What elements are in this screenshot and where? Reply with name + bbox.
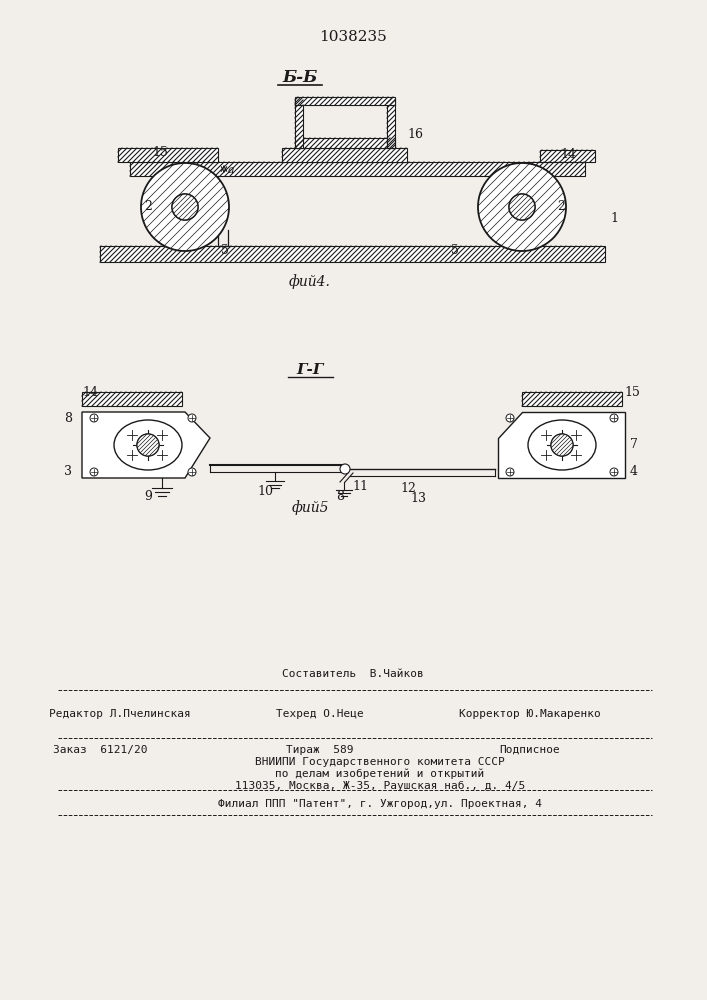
Text: 1: 1: [610, 212, 618, 225]
Ellipse shape: [114, 420, 182, 470]
Text: Редактор Л.Пчелинская: Редактор Л.Пчелинская: [49, 709, 191, 719]
Text: 11: 11: [352, 480, 368, 493]
Text: 14: 14: [560, 148, 576, 161]
Circle shape: [137, 434, 159, 456]
Polygon shape: [498, 412, 625, 478]
Circle shape: [172, 194, 198, 220]
Circle shape: [340, 464, 350, 474]
Text: Филиал ППП "Патент", г. Ужгород,ул. Проектная, 4: Филиал ППП "Патент", г. Ужгород,ул. Прое…: [218, 799, 542, 809]
Circle shape: [172, 194, 198, 220]
Text: 12: 12: [400, 482, 416, 495]
Text: фий5: фий5: [291, 500, 329, 515]
Text: 8: 8: [64, 412, 72, 424]
Circle shape: [188, 414, 196, 422]
Text: Корректор Ю.Макаренко: Корректор Ю.Макаренко: [459, 709, 601, 719]
Text: 7: 7: [630, 438, 638, 452]
Circle shape: [506, 414, 514, 422]
Circle shape: [610, 468, 618, 476]
Text: 13: 13: [410, 492, 426, 505]
Circle shape: [478, 163, 566, 251]
Text: 8: 8: [336, 490, 344, 503]
Bar: [100, 246, 605, 262]
Text: 2: 2: [557, 200, 565, 214]
Text: Г-Г: Г-Г: [296, 363, 324, 377]
Text: Заказ  6121/20: Заказ 6121/20: [53, 745, 147, 755]
Bar: [82, 392, 182, 406]
Text: 5: 5: [451, 244, 459, 257]
Text: 3: 3: [64, 465, 72, 478]
Circle shape: [90, 468, 98, 476]
Text: 113035, Москва, Ж-35, Раушская наб., д. 4/5: 113035, Москва, Ж-35, Раушская наб., д. …: [235, 781, 525, 791]
Text: a: a: [228, 165, 235, 175]
Text: 1038235: 1038235: [319, 30, 387, 44]
Bar: [522, 392, 622, 406]
Text: 9: 9: [144, 490, 152, 503]
Text: 15: 15: [152, 146, 168, 159]
Text: Подписное: Подписное: [500, 745, 561, 755]
Text: фий4.: фий4.: [289, 274, 331, 289]
Text: Тираж  589: Тираж 589: [286, 745, 354, 755]
Polygon shape: [82, 412, 210, 478]
Text: ВНИИПИ Государственного комитета СССР: ВНИИПИ Государственного комитета СССР: [255, 757, 505, 767]
Circle shape: [509, 194, 535, 220]
Text: 10: 10: [257, 485, 273, 498]
Text: по делам изобретений и открытий: по делам изобретений и открытий: [275, 769, 484, 779]
Circle shape: [551, 434, 573, 456]
Bar: [295, 97, 395, 105]
Circle shape: [141, 163, 229, 251]
Bar: [295, 138, 395, 148]
Circle shape: [551, 434, 573, 456]
Text: Б-Б: Б-Б: [282, 70, 317, 87]
Text: 15: 15: [624, 386, 640, 399]
Text: 16: 16: [407, 128, 423, 141]
Bar: [540, 150, 595, 162]
Bar: [387, 98, 395, 148]
Text: 4: 4: [630, 465, 638, 478]
Text: Составитель  В.Чайков: Составитель В.Чайков: [282, 669, 424, 679]
Text: 14: 14: [82, 386, 98, 399]
Text: 2: 2: [144, 200, 152, 214]
Circle shape: [188, 468, 196, 476]
Circle shape: [506, 468, 514, 476]
Circle shape: [610, 414, 618, 422]
Bar: [130, 162, 585, 176]
Circle shape: [137, 434, 159, 456]
Circle shape: [90, 414, 98, 422]
Text: Техред О.Неце: Техред О.Неце: [276, 709, 364, 719]
Bar: [295, 98, 303, 148]
Bar: [282, 148, 407, 162]
Ellipse shape: [528, 420, 596, 470]
Text: 5: 5: [221, 244, 229, 257]
Bar: [118, 148, 218, 162]
Circle shape: [509, 194, 535, 220]
